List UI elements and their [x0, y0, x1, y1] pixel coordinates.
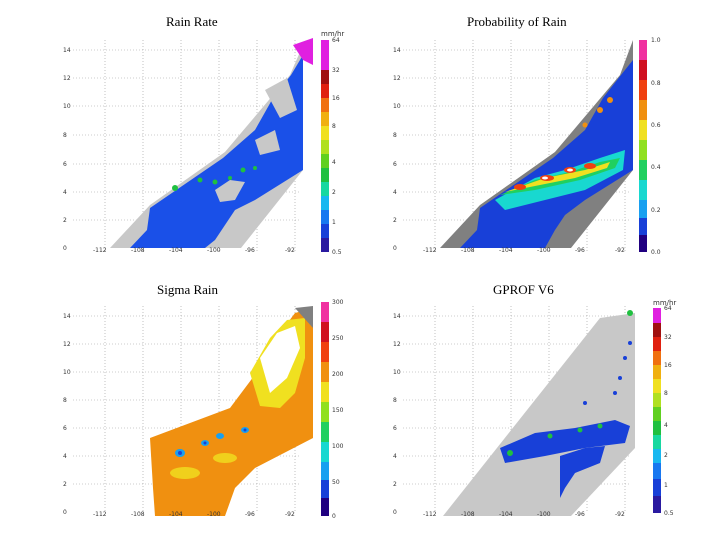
svg-text:14: 14	[393, 47, 401, 54]
svg-text:10: 10	[63, 369, 71, 376]
svg-text:16: 16	[332, 95, 340, 102]
rr-ytick-10: 10	[63, 103, 71, 110]
svg-text:32: 32	[664, 334, 672, 341]
svg-text:-108: -108	[461, 247, 475, 254]
svg-text:300: 300	[332, 299, 344, 306]
svg-text:1: 1	[332, 219, 336, 226]
svg-text:0.4: 0.4	[651, 164, 661, 171]
svg-text:8: 8	[332, 123, 336, 130]
svg-text:0.5: 0.5	[664, 510, 674, 517]
svg-text:16: 16	[664, 362, 672, 369]
svg-text:1.0: 1.0	[651, 37, 661, 44]
svg-text:12: 12	[63, 341, 71, 348]
svg-text:0.0: 0.0	[651, 249, 661, 256]
svg-text:-108: -108	[131, 511, 145, 518]
rr-xtick-92: -92	[285, 247, 295, 254]
rr-ytick-0: 0	[63, 245, 67, 252]
title-rain-rate: Rain Rate	[166, 14, 218, 29]
svg-text:250: 250	[332, 335, 344, 342]
rr-xtick-104: -104	[169, 247, 183, 254]
svg-text:8: 8	[393, 132, 397, 139]
svg-text:-96: -96	[575, 247, 585, 254]
svg-text:6: 6	[393, 425, 397, 432]
svg-text:2: 2	[332, 189, 336, 196]
svg-text:14: 14	[393, 313, 401, 320]
title-sigma-rain: Sigma Rain	[157, 282, 219, 297]
svg-text:4: 4	[664, 422, 668, 429]
svg-text:10: 10	[393, 103, 401, 110]
svg-text:0.6: 0.6	[651, 122, 661, 129]
rr-ytick-2: 2	[63, 217, 67, 224]
svg-text:4: 4	[393, 189, 397, 196]
sigma-colorbar	[321, 302, 329, 516]
gprof-colorbar	[653, 308, 661, 513]
svg-text:6: 6	[393, 161, 397, 168]
svg-text:-108: -108	[461, 511, 475, 518]
svg-text:-92: -92	[615, 247, 625, 254]
svg-text:-100: -100	[207, 511, 221, 518]
svg-text:4: 4	[332, 159, 336, 166]
svg-text:2: 2	[393, 217, 397, 224]
svg-text:-100: -100	[537, 247, 551, 254]
svg-text:4: 4	[63, 453, 67, 460]
rr-ytick-12: 12	[63, 75, 71, 82]
svg-text:64: 64	[664, 305, 672, 312]
svg-text:-112: -112	[93, 511, 107, 518]
svg-text:8: 8	[393, 397, 397, 404]
rr-xtick-112: -112	[93, 247, 107, 254]
svg-text:100: 100	[332, 443, 344, 450]
svg-text:64: 64	[332, 37, 340, 44]
svg-text:2: 2	[63, 481, 67, 488]
svg-text:12: 12	[393, 341, 401, 348]
svg-text:1: 1	[664, 482, 668, 489]
svg-text:50: 50	[332, 479, 340, 486]
svg-text:0.2: 0.2	[651, 207, 661, 214]
svg-text:-112: -112	[423, 247, 437, 254]
svg-text:0: 0	[393, 245, 397, 252]
svg-text:0: 0	[63, 509, 67, 516]
probability-of-rain-map: 14 12 10 8 6 4 2 0 -112 -108 -104 -100 -…	[385, 30, 675, 265]
svg-text:8: 8	[664, 390, 668, 397]
svg-text:-96: -96	[575, 511, 585, 518]
svg-text:-92: -92	[615, 511, 625, 518]
rr-colorbar	[321, 40, 329, 252]
svg-text:0.8: 0.8	[651, 80, 661, 87]
svg-text:-104: -104	[499, 247, 513, 254]
svg-text:-96: -96	[245, 511, 255, 518]
svg-text:-92: -92	[285, 511, 295, 518]
gprof-v6-map: 14 12 10 8 6 4 2 0 -112 -108 -104 -100 -…	[385, 298, 685, 526]
svg-text:150: 150	[332, 407, 344, 414]
sigma-rain-map: 14 12 10 8 6 4 2 0 -112 -108 -104 -100 -…	[55, 298, 345, 526]
svg-text:0: 0	[393, 509, 397, 516]
svg-text:2: 2	[664, 452, 668, 459]
title-probability-of-rain: Probability of Rain	[467, 14, 567, 29]
svg-text:-104: -104	[169, 511, 183, 518]
svg-text:2: 2	[393, 481, 397, 488]
rr-ytick-6: 6	[63, 161, 67, 168]
svg-text:-112: -112	[423, 511, 437, 518]
title-gprof-v6: GPROF V6	[493, 282, 554, 297]
svg-text:0.5: 0.5	[332, 249, 342, 256]
svg-text:10: 10	[393, 369, 401, 376]
rr-ytick-4: 4	[63, 189, 67, 196]
rr-xtick-100: -100	[207, 247, 221, 254]
svg-text:-104: -104	[499, 511, 513, 518]
svg-text:12: 12	[393, 75, 401, 82]
svg-text:-100: -100	[537, 511, 551, 518]
gprof-units: mm/hr	[653, 299, 676, 307]
por-colorbar	[639, 40, 647, 252]
rr-ytick-8: 8	[63, 132, 67, 139]
svg-text:200: 200	[332, 371, 344, 378]
svg-text:8: 8	[63, 397, 67, 404]
svg-text:0: 0	[332, 513, 336, 520]
rr-xtick-108: -108	[131, 247, 145, 254]
rain-rate-map: 14 12 10 8 6 4 2 0 -112 -108 -104 -100 -…	[55, 30, 345, 265]
svg-text:4: 4	[393, 453, 397, 460]
rr-ytick-14: 14	[63, 47, 71, 54]
svg-text:14: 14	[63, 313, 71, 320]
rr-units: mm/hr	[321, 30, 344, 38]
svg-text:32: 32	[332, 67, 340, 74]
rr-xtick-96: -96	[245, 247, 255, 254]
svg-text:6: 6	[63, 425, 67, 432]
